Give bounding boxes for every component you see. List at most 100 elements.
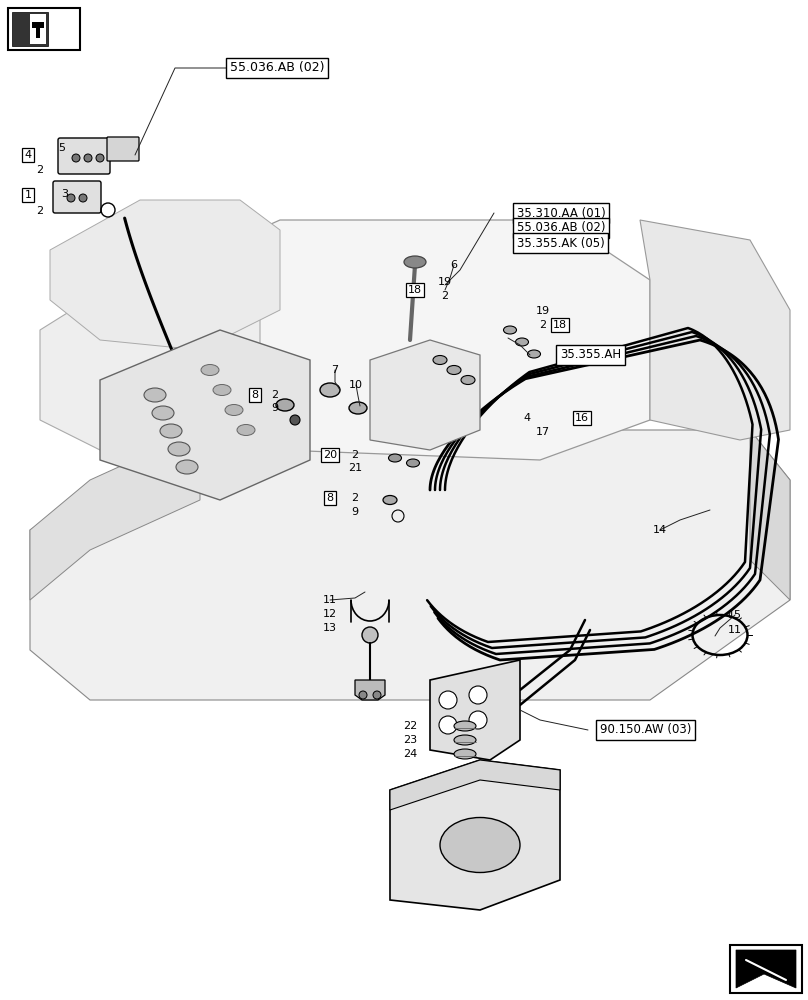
Text: 2: 2 — [36, 206, 44, 216]
Polygon shape — [30, 14, 46, 44]
Ellipse shape — [389, 454, 402, 462]
Polygon shape — [32, 22, 44, 38]
Text: 2: 2 — [351, 493, 359, 503]
Ellipse shape — [213, 384, 231, 395]
Polygon shape — [12, 12, 48, 46]
Text: 4: 4 — [524, 413, 531, 423]
Ellipse shape — [440, 818, 520, 872]
Circle shape — [96, 154, 104, 162]
Ellipse shape — [461, 375, 475, 384]
Polygon shape — [750, 430, 790, 600]
Text: 18: 18 — [408, 285, 422, 295]
Circle shape — [362, 627, 378, 643]
Text: 14: 14 — [653, 525, 667, 535]
Circle shape — [290, 415, 300, 425]
Polygon shape — [370, 340, 480, 450]
Text: 6: 6 — [451, 260, 457, 270]
Text: 15: 15 — [728, 610, 742, 620]
Text: 2: 2 — [540, 320, 546, 330]
Circle shape — [84, 154, 92, 162]
Ellipse shape — [454, 735, 476, 745]
Bar — [730, 945, 802, 993]
Ellipse shape — [225, 404, 243, 416]
Circle shape — [67, 194, 75, 202]
Text: 13: 13 — [323, 623, 337, 633]
Ellipse shape — [454, 721, 476, 731]
Circle shape — [439, 691, 457, 709]
Polygon shape — [100, 220, 650, 460]
Text: 35.310.AA (01): 35.310.AA (01) — [517, 207, 606, 220]
Polygon shape — [390, 760, 560, 910]
Text: 24: 24 — [403, 749, 417, 759]
Text: 3: 3 — [61, 189, 69, 199]
Text: 19: 19 — [536, 306, 550, 316]
Text: 7: 7 — [331, 365, 339, 375]
Polygon shape — [30, 430, 790, 700]
Ellipse shape — [383, 495, 397, 504]
Ellipse shape — [503, 326, 516, 334]
Ellipse shape — [320, 383, 340, 397]
Text: 8: 8 — [251, 390, 259, 400]
Text: 20: 20 — [323, 450, 337, 460]
Ellipse shape — [144, 388, 166, 402]
Circle shape — [79, 194, 87, 202]
Text: 16: 16 — [575, 413, 589, 423]
Text: 9: 9 — [271, 403, 279, 413]
Ellipse shape — [404, 256, 426, 268]
Ellipse shape — [349, 402, 367, 414]
Circle shape — [373, 691, 381, 699]
Text: 2: 2 — [271, 390, 279, 400]
Ellipse shape — [160, 424, 182, 438]
Text: 11: 11 — [728, 625, 742, 635]
Text: 35.355.AK (05): 35.355.AK (05) — [517, 236, 604, 249]
Ellipse shape — [447, 365, 461, 374]
Text: 55.036.AB (02): 55.036.AB (02) — [230, 62, 325, 75]
Text: 21: 21 — [348, 463, 362, 473]
Ellipse shape — [454, 749, 476, 759]
Text: 8: 8 — [326, 493, 334, 503]
Text: 55.036.AB (02): 55.036.AB (02) — [517, 222, 605, 234]
Bar — [8, 8, 80, 50]
Ellipse shape — [528, 350, 541, 358]
Text: 9: 9 — [351, 507, 359, 517]
Text: 2: 2 — [36, 165, 44, 175]
Circle shape — [72, 154, 80, 162]
Polygon shape — [736, 950, 796, 988]
Polygon shape — [40, 280, 260, 460]
Ellipse shape — [406, 459, 419, 467]
Polygon shape — [100, 330, 310, 500]
Text: 22: 22 — [403, 721, 417, 731]
Text: 2: 2 — [351, 450, 359, 460]
Ellipse shape — [237, 424, 255, 436]
Ellipse shape — [152, 406, 174, 420]
Ellipse shape — [433, 356, 447, 364]
Text: 4: 4 — [24, 150, 32, 160]
Circle shape — [439, 716, 457, 734]
Polygon shape — [390, 760, 560, 810]
Text: 90.150.AW (03): 90.150.AW (03) — [600, 724, 692, 736]
FancyBboxPatch shape — [58, 138, 110, 174]
Circle shape — [359, 691, 367, 699]
Ellipse shape — [168, 442, 190, 456]
Text: 2: 2 — [441, 291, 448, 301]
Text: 5: 5 — [58, 143, 65, 153]
Text: 10: 10 — [349, 380, 363, 390]
Text: 35.355.AH: 35.355.AH — [560, 349, 621, 361]
Text: 18: 18 — [553, 320, 567, 330]
Ellipse shape — [276, 399, 294, 411]
Polygon shape — [640, 220, 790, 440]
Polygon shape — [50, 200, 280, 350]
Ellipse shape — [201, 364, 219, 375]
FancyBboxPatch shape — [107, 137, 139, 161]
Polygon shape — [355, 680, 385, 700]
Text: 23: 23 — [403, 735, 417, 745]
Text: 1: 1 — [24, 190, 32, 200]
Circle shape — [469, 711, 487, 729]
Text: 11: 11 — [323, 595, 337, 605]
Polygon shape — [30, 430, 200, 600]
Text: 12: 12 — [323, 609, 337, 619]
Ellipse shape — [176, 460, 198, 474]
Text: 19: 19 — [438, 277, 452, 287]
Ellipse shape — [516, 338, 528, 346]
Circle shape — [469, 686, 487, 704]
